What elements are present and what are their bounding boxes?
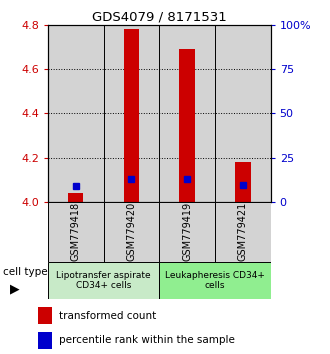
Text: GSM779420: GSM779420	[126, 202, 136, 262]
Bar	[123, 29, 139, 202]
Title: GDS4079 / 8171531: GDS4079 / 8171531	[92, 11, 227, 24]
Bar	[48, 202, 104, 262]
Text: Lipotransfer aspirate
CD34+ cells: Lipotransfer aspirate CD34+ cells	[56, 271, 151, 290]
Text: GSM779419: GSM779419	[182, 202, 192, 262]
Bar	[179, 49, 195, 202]
Bar	[159, 262, 271, 299]
Bar	[48, 25, 104, 202]
Text: cell type: cell type	[3, 267, 48, 277]
Text: GSM779418: GSM779418	[71, 202, 81, 262]
Bar	[215, 202, 271, 262]
Bar	[159, 202, 215, 262]
Bar	[38, 307, 52, 324]
Bar	[38, 332, 52, 348]
Bar	[235, 162, 250, 202]
Text: transformed count: transformed count	[59, 310, 156, 321]
Text: ▶: ▶	[10, 283, 19, 296]
Bar	[159, 25, 215, 202]
Bar	[215, 25, 271, 202]
Text: Leukapheresis CD34+
cells: Leukapheresis CD34+ cells	[165, 271, 265, 290]
Text: GSM779421: GSM779421	[238, 202, 248, 262]
Bar	[48, 262, 159, 299]
Text: percentile rank within the sample: percentile rank within the sample	[59, 335, 235, 345]
Bar	[104, 202, 159, 262]
Bar	[104, 25, 159, 202]
Bar	[68, 193, 83, 202]
